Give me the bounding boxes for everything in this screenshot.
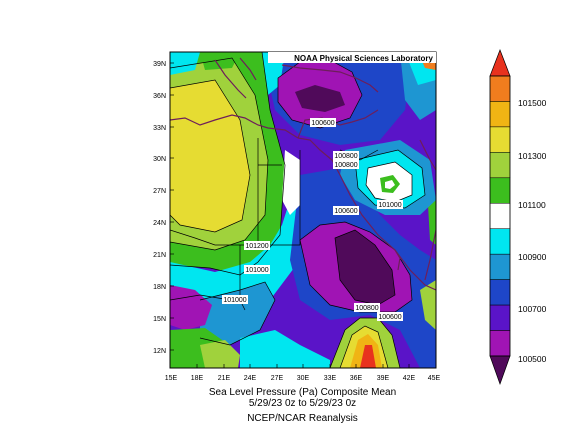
contour-label: 101000	[244, 265, 270, 274]
contour-fill-sw-low	[170, 285, 212, 330]
noaa-badge-bg	[268, 52, 436, 63]
colorbar	[489, 49, 511, 386]
colorbar-cell	[489, 203, 511, 229]
lat-tick-label: 12N	[153, 348, 166, 355]
svg-text:101200: 101200	[245, 243, 268, 250]
lon-tick-label: 45E	[428, 375, 441, 382]
colorbar-cell	[489, 304, 511, 331]
contour-label: 101200	[244, 241, 270, 250]
svg-text:100600: 100600	[311, 120, 334, 127]
svg-text:101000: 101000	[378, 202, 401, 209]
colorbar-cell	[489, 152, 511, 179]
lat-tick-label: 15N	[153, 316, 166, 323]
contour-fill-arabia-core	[385, 180, 395, 189]
colorbar-cell	[489, 75, 511, 102]
contour-fill-nw-cyan	[170, 52, 200, 75]
svg-text:101000: 101000	[245, 267, 268, 274]
contour-fill-dark-low	[335, 230, 395, 305]
lon-tick-label: 33E	[324, 375, 337, 382]
colorbar-cell	[489, 253, 511, 280]
lon-tick-marks	[196, 364, 410, 368]
contour-label: 100600	[333, 206, 359, 215]
colorbar-label: 101300	[518, 151, 547, 161]
lon-tick-label: 15E	[165, 375, 178, 382]
caption-title: Sea Level Pressure (Pa) Composite Mean	[208, 387, 397, 398]
contour-label: 100800	[333, 160, 359, 169]
svg-text:100600: 100600	[334, 208, 357, 215]
contour-fill-east-edge-green	[428, 200, 436, 245]
contour-fill-se-green	[420, 280, 436, 330]
lat-tick-label: 33N	[153, 125, 166, 132]
lon-tick-label: 24E	[244, 375, 257, 382]
caption-source: NCEP/NCAR Reanalysis	[247, 413, 358, 424]
svg-text:100800: 100800	[334, 162, 357, 169]
colorbar-cell	[489, 228, 511, 255]
lon-tick-label: 21E	[218, 375, 231, 382]
lat-tick-label: 18N	[153, 284, 166, 291]
lon-tick-label: 36E	[350, 375, 363, 382]
coastlines	[170, 57, 436, 291]
contour-label: 100600	[377, 312, 403, 321]
lat-tick-marks	[170, 62, 174, 351]
colorbar-cell	[489, 177, 511, 204]
colorbar-top-arrow	[489, 49, 511, 77]
contour-label: 101000	[222, 295, 248, 304]
contour-fill-nw-green	[200, 52, 240, 70]
svg-text:100800: 100800	[355, 305, 378, 312]
lon-axis: 15E 18E 21E 24E 27E 30E 33E 36E 39E 42E …	[165, 375, 441, 382]
svg-text:100800: 100800	[334, 153, 357, 160]
lon-tick-label: 27E	[271, 375, 284, 382]
lat-tick-label: 36N	[153, 93, 166, 100]
contour-fill-south-lightgreen	[200, 340, 240, 368]
colorbar-cell	[489, 101, 511, 128]
lat-tick-label: 39N	[153, 61, 166, 68]
colorbar-labels: 101500 101300 101100 100900 100700 10050…	[518, 98, 547, 364]
contour-fill-south-high-4	[360, 345, 376, 368]
colorbar-label: 101500	[518, 98, 547, 108]
contour-fill-south-cyan	[240, 330, 330, 368]
svg-text:101000: 101000	[223, 297, 246, 304]
contour-label: 101000	[377, 200, 403, 209]
contour-fill-white-band	[282, 150, 300, 215]
caption-date-range: 5/29/23 0z to 5/29/23 0z	[248, 398, 357, 409]
colorbar-label: 101100	[518, 200, 546, 210]
lon-tick-label: 42E	[403, 375, 416, 382]
contour-label: 100600	[310, 118, 336, 127]
contour-fill-north-dark	[295, 85, 345, 112]
colorbar-cell	[489, 279, 511, 306]
contour-labels: 100600 100800 100800 100600 101000 10120…	[222, 118, 403, 321]
noaa-badge: NOAA Physical Sciences Laboratory	[268, 52, 436, 63]
contour-label: 100800	[333, 151, 359, 160]
contour-fill-west-yellow	[170, 80, 250, 232]
colorbar-frame	[489, 75, 511, 357]
lon-tick-label: 30E	[297, 375, 310, 382]
colorbar-cell	[489, 126, 511, 153]
lon-tick-label: 18E	[191, 375, 204, 382]
colorbar-label: 100500	[518, 354, 547, 364]
noaa-badge-text: NOAA Physical Sciences Laboratory	[294, 54, 433, 63]
contour-fill-blue-belt	[200, 282, 275, 345]
lat-tick-label: 24N	[153, 220, 166, 227]
colorbar-cell	[489, 330, 511, 357]
lat-tick-label: 30N	[153, 156, 166, 163]
lat-tick-label: 21N	[153, 252, 166, 259]
colorbar-cells	[489, 75, 511, 357]
colorbar-label: 100700	[518, 304, 547, 314]
contour-label: 100800	[354, 303, 380, 312]
colorbar-bottom-arrow	[489, 355, 511, 386]
colorbar-label: 100900	[518, 252, 547, 262]
svg-text:100600: 100600	[378, 314, 401, 321]
lon-tick-label: 39E	[377, 375, 390, 382]
lat-tick-label: 27N	[153, 188, 166, 195]
lat-axis: 39N 36N 33N 30N 27N 24N 21N 18N 15N 12N	[153, 61, 166, 355]
